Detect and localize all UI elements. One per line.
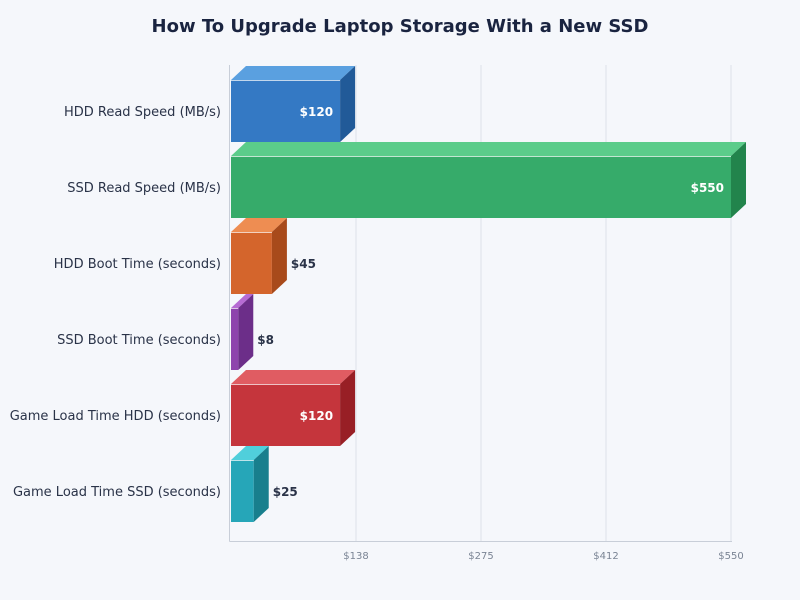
category-label: HDD Read Speed (MB/s) bbox=[64, 105, 221, 120]
value-label: $120 bbox=[300, 105, 333, 119]
value-label: $120 bbox=[300, 409, 333, 423]
bar-side bbox=[340, 370, 356, 446]
value-label: $25 bbox=[273, 485, 298, 499]
bar-top bbox=[231, 446, 269, 460]
bar-front bbox=[231, 460, 254, 522]
category-label: HDD Boot Time (seconds) bbox=[54, 257, 221, 272]
category-label: Game Load Time SSD (seconds) bbox=[13, 485, 221, 500]
x-tick-label: $275 bbox=[468, 551, 493, 562]
value-label: $45 bbox=[291, 257, 316, 271]
x-tick-label: $412 bbox=[593, 551, 618, 562]
bar-front bbox=[231, 232, 272, 294]
value-label: $550 bbox=[691, 181, 724, 195]
bar-side bbox=[271, 218, 287, 294]
x-tick-label: $550 bbox=[718, 551, 743, 562]
category-label: Game Load Time HDD (seconds) bbox=[10, 409, 221, 424]
bar-top bbox=[231, 294, 254, 308]
category-label: SSD Boot Time (seconds) bbox=[57, 333, 221, 348]
bar-top bbox=[231, 218, 287, 232]
bar-front bbox=[231, 156, 731, 218]
x-tick-label: $138 bbox=[343, 551, 368, 562]
bar-front bbox=[231, 308, 239, 370]
bar-side bbox=[731, 142, 746, 218]
bar-front bbox=[231, 80, 341, 142]
category-label: SSD Read Speed (MB/s) bbox=[67, 181, 221, 196]
chart-title: How To Upgrade Laptop Storage With a New… bbox=[151, 16, 649, 37]
value-label: $8 bbox=[257, 333, 274, 347]
bar-top bbox=[231, 370, 356, 384]
bar-side bbox=[340, 66, 356, 142]
bar-top bbox=[231, 66, 356, 80]
bar-top bbox=[231, 142, 746, 156]
bar-front bbox=[231, 384, 341, 446]
bar-side bbox=[238, 294, 254, 370]
bar-side bbox=[253, 446, 269, 522]
